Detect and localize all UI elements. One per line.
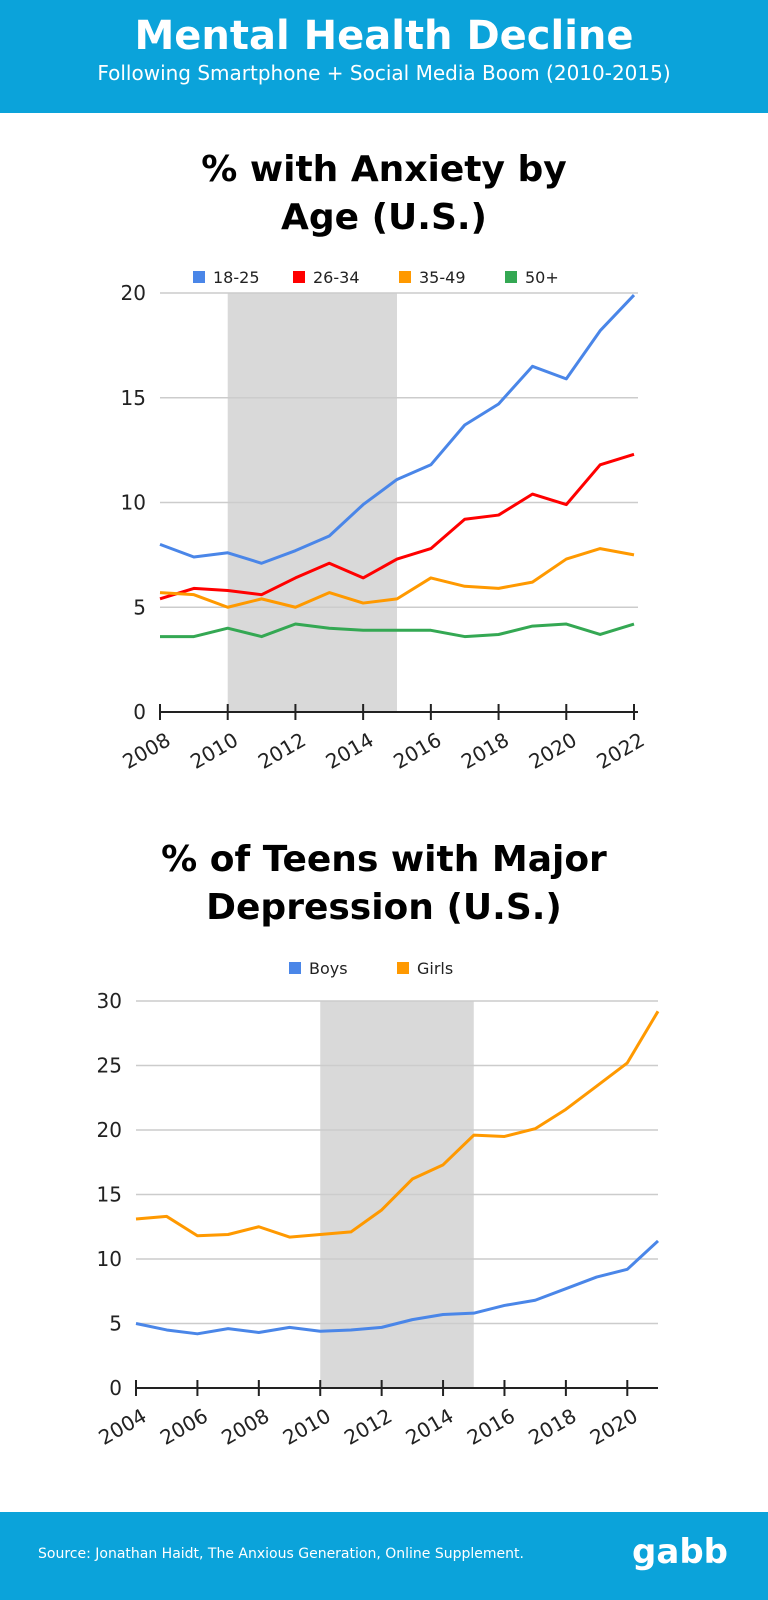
chart1-title: % with Anxiety by Age (U.S.) [0, 146, 768, 242]
series-line-50+ [160, 622, 635, 639]
header-banner: Mental Health Decline Following Smartpho… [0, 0, 768, 113]
legend-swatch [399, 271, 411, 283]
x-tick-label: 2012 [340, 1404, 396, 1450]
series-line-Girls [135, 1010, 660, 1239]
legend-label: 35-49 [419, 268, 466, 287]
x-tick-label: 2006 [156, 1404, 212, 1450]
legend-swatch [289, 962, 301, 974]
gabb-logo: gabb [632, 1532, 728, 1572]
series-line-18-25 [159, 294, 636, 565]
y-tick-label: 15 [121, 386, 146, 410]
depression-chart: 0 5 10 15 20 25 30 2004 2006 2008 2010 2012 2014 2016… [94, 959, 660, 1450]
x-tick-label: 2022 [592, 728, 648, 774]
x-tick-label: 2004 [94, 1404, 150, 1450]
x-tick-label: 2020 [525, 728, 581, 774]
x-tick-label: 2016 [463, 1404, 519, 1450]
x-tick-label: 2014 [322, 728, 378, 774]
y-tick-label: 25 [97, 1054, 122, 1078]
legend-label: Boys [309, 959, 348, 978]
x-tick-label: 2008 [217, 1404, 273, 1450]
x-tick-label: 2008 [118, 728, 174, 774]
y-tick-label: 5 [109, 1312, 122, 1336]
chart2-title-line: % of Teens with Major [161, 839, 607, 880]
y-tick-label: 20 [121, 281, 146, 305]
legend-label: 18-25 [213, 268, 260, 287]
x-tick-label: 2014 [401, 1404, 457, 1450]
x-tick-label: 2016 [389, 728, 445, 774]
legend-swatch [193, 271, 205, 283]
series-line-26-34 [159, 452, 635, 601]
y-tick-label: 0 [109, 1376, 122, 1400]
y-tick-label: 5 [133, 595, 146, 619]
x-tick-label: 2018 [457, 728, 513, 774]
anxiety-chart: 0 5 10 15 20 2008 2010 2012 2014 2016 2018 2020 2022… [118, 268, 648, 774]
y-tick-label: 30 [97, 989, 122, 1013]
x-tick-label: 2010 [279, 1404, 335, 1450]
series-line-Boys [135, 1239, 660, 1336]
y-tick-label: 15 [97, 1183, 122, 1207]
chart2-title: % of Teens with Major Depression (U.S.) [0, 836, 768, 932]
legend-swatch [293, 271, 305, 283]
x-tick-label: 2020 [586, 1404, 642, 1450]
legend-swatch [397, 962, 409, 974]
chart1-title-line: % with Anxiety by [201, 149, 567, 190]
series-line-35-49 [159, 547, 635, 609]
x-tick-label: 2018 [524, 1404, 580, 1450]
y-tick-label: 20 [97, 1118, 122, 1142]
legend-label: Girls [417, 959, 453, 978]
chart2-title-line: Depression (U.S.) [206, 887, 562, 928]
legend-swatch [505, 271, 517, 283]
legend-label: 50+ [525, 268, 559, 287]
page-subtitle: Following Smartphone + Social Media Boom… [97, 61, 671, 85]
y-tick-label: 10 [121, 491, 146, 515]
chart1-title-line: Age (U.S.) [281, 197, 487, 238]
page-title: Mental Health Decline [134, 13, 634, 59]
x-tick-label: 2010 [186, 728, 242, 774]
y-tick-label: 10 [97, 1247, 122, 1271]
legend-label: 26-34 [313, 268, 360, 287]
source-note: Source: Jonathan Haidt, The Anxious Gene… [38, 1546, 524, 1562]
x-tick-label: 2012 [254, 728, 310, 774]
y-tick-label: 0 [133, 700, 146, 724]
footer-banner: Source: Jonathan Haidt, The Anxious Gene… [0, 1512, 768, 1600]
